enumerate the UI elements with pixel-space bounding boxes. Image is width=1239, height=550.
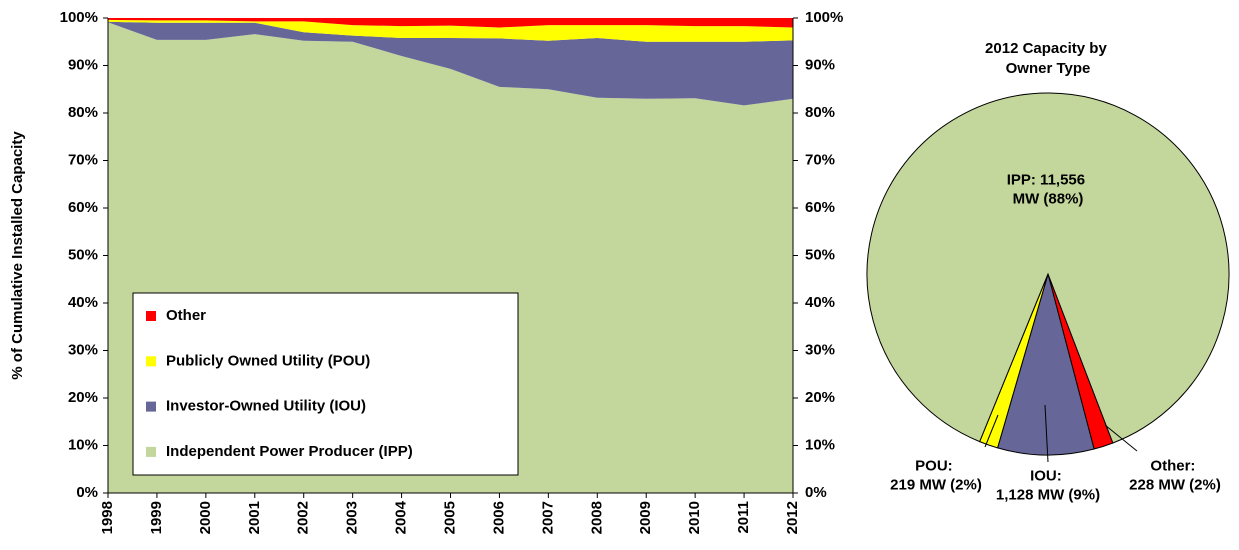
y-tick-label: 10% <box>68 436 98 453</box>
x-tick-label: 1999 <box>148 501 165 534</box>
y2-tick-label: 40% <box>805 294 835 311</box>
x-tick-label: 1998 <box>99 501 116 534</box>
y2-tick-label: 100% <box>805 9 843 26</box>
y-tick-label: 90% <box>68 56 98 73</box>
legend-label: Independent Power Producer (IPP) <box>166 443 413 460</box>
legend-label: Publicly Owned Utility (POU) <box>166 352 370 369</box>
pie-label: POU: 219 MW (2%) <box>890 457 982 493</box>
x-tick-label: 2006 <box>490 501 507 534</box>
x-tick-label: 2004 <box>393 500 410 534</box>
legend-swatch <box>146 401 156 412</box>
y2-tick-label: 30% <box>805 341 835 358</box>
x-tick-label: 2010 <box>686 501 703 534</box>
y2-tick-label: 20% <box>805 389 835 406</box>
legend-label: Investor-Owned Utility (IOU) <box>166 398 366 415</box>
x-tick-label: 2005 <box>441 501 458 534</box>
area-band <box>108 19 793 42</box>
pie-label: IOU: 1,128 MW (9%) <box>996 467 1100 503</box>
y2-tick-label: 70% <box>805 151 835 168</box>
pie-title: 2012 Capacity by Owner Type <box>985 40 1111 77</box>
y2-tick-label: 60% <box>805 199 835 216</box>
x-tick-label: 2003 <box>344 501 361 534</box>
y-tick-label: 30% <box>68 341 98 358</box>
y2-tick-label: 10% <box>805 436 835 453</box>
pie-slice <box>996 272 1095 456</box>
x-tick-label: 2012 <box>784 501 801 534</box>
y-tick-label: 40% <box>68 294 98 311</box>
x-tick-label: 2002 <box>295 501 312 534</box>
legend-box <box>132 292 519 476</box>
leader-line <box>984 414 999 448</box>
legend: Independent Power Producer (IPP) Investor… <box>132 292 519 476</box>
y-tick-label: 60% <box>68 199 98 216</box>
leader-line <box>1044 404 1049 463</box>
area-band <box>108 18 793 28</box>
pie-label: IPP: 11,556 MW (88%) <box>1007 171 1090 207</box>
x-tick-label: 2009 <box>637 501 654 534</box>
pie-label: Other: 228 MW (2%) <box>1129 457 1221 493</box>
y-tick-label: 0% <box>76 484 98 501</box>
leader-line <box>1104 424 1138 452</box>
y-tick-label: 80% <box>68 104 98 121</box>
y2-tick-label: 90% <box>805 56 835 73</box>
x-tick-label: 2000 <box>197 501 214 534</box>
y-tick-label: 50% <box>68 246 98 263</box>
legend-swatch <box>146 446 156 457</box>
y2-tick-label: 80% <box>805 104 835 121</box>
legend-swatch <box>146 311 156 321</box>
y-axis-label: % of Cumulative Installed Capacity <box>9 131 26 380</box>
area-band <box>108 21 793 106</box>
x-tick-label: 2011 <box>735 501 752 534</box>
pie-slice <box>866 92 1230 444</box>
legend-swatch <box>146 356 156 367</box>
legend-label: Other <box>166 307 206 324</box>
y-tick-label: 20% <box>68 389 98 406</box>
y2-tick-label: 0% <box>805 484 827 501</box>
x-tick-label: 2001 <box>246 501 263 534</box>
y-tick-label: 100% <box>60 9 98 26</box>
x-tick-label: 2008 <box>588 501 605 534</box>
y-tick-label: 70% <box>68 151 98 168</box>
y2-tick-label: 50% <box>805 246 835 263</box>
x-tick-label: 2007 <box>539 501 556 534</box>
